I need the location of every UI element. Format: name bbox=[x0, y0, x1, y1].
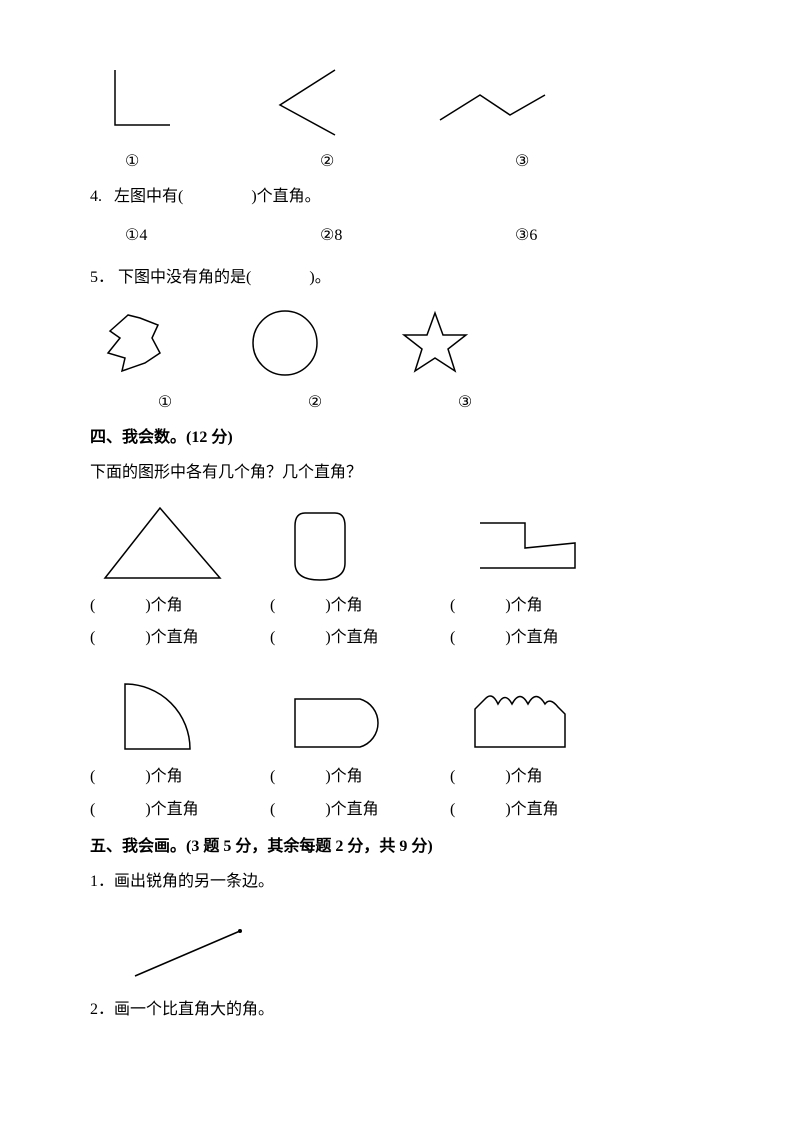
q5-shape1 bbox=[90, 303, 240, 383]
q4-text-b: )个直角。 bbox=[251, 188, 320, 205]
q5-labels: ① ② ③ bbox=[90, 389, 704, 418]
quarter-circle-icon bbox=[90, 669, 220, 759]
q4-num: 4. bbox=[90, 188, 102, 205]
step-shape-icon bbox=[450, 498, 590, 588]
q3-figures-row bbox=[90, 60, 704, 140]
s4-shape-halfstadium bbox=[270, 669, 450, 759]
q3-fig2 bbox=[260, 60, 430, 140]
s4-row1-right-angles: ()个直角 ()个直角 ()个直角 bbox=[90, 624, 704, 653]
q3-opt3: ③ bbox=[490, 148, 685, 177]
q5-shape2 bbox=[240, 303, 390, 383]
s4-r2c1-angle: ()个角 bbox=[90, 763, 270, 792]
q5-opt2: ② bbox=[240, 389, 390, 418]
s4-r1c3-right: ()个直角 bbox=[450, 624, 630, 653]
q3-opt1: ① bbox=[90, 148, 295, 177]
section5-q2: 2．画一个比直角大的角。 bbox=[90, 996, 704, 1025]
q5-text-a: 下图中没有角的是( bbox=[118, 269, 251, 286]
triangle-icon bbox=[90, 498, 230, 588]
q5-shape3 bbox=[390, 303, 540, 383]
s4-r2c3-angle: ()个角 bbox=[450, 763, 630, 792]
circle-icon bbox=[240, 303, 330, 383]
s4-shape-triangle bbox=[90, 498, 270, 588]
s4-row1-shapes bbox=[90, 498, 704, 588]
q3-fig3 bbox=[430, 60, 600, 140]
q4-options: ①4 ②8 ③6 bbox=[90, 222, 704, 251]
s4-shape-step bbox=[450, 498, 630, 588]
s4-shape-quarter bbox=[90, 669, 270, 759]
s4-r1c1-right: ()个直角 bbox=[90, 624, 270, 653]
s4-r2c2-right: ()个直角 bbox=[270, 796, 450, 825]
irregular-polygon-icon bbox=[90, 303, 180, 383]
s5-q1-figure bbox=[120, 916, 704, 986]
q4-text-a: 左图中有( bbox=[114, 188, 183, 205]
s4-r1c2-right: ()个直角 bbox=[270, 624, 450, 653]
q5-text-b: )。 bbox=[309, 269, 330, 286]
s4-r2c3-right: ()个直角 bbox=[450, 796, 630, 825]
q5-text: 5． 下图中没有角的是( )。 bbox=[90, 264, 704, 293]
wavy-top-icon bbox=[450, 669, 590, 759]
q5-opt1: ① bbox=[90, 389, 240, 418]
s4-r2c2-angle: ()个角 bbox=[270, 763, 450, 792]
q3-opt2: ② bbox=[295, 148, 490, 177]
star-icon bbox=[390, 303, 480, 383]
q5-num: 5． bbox=[90, 269, 114, 286]
q5-opt3: ③ bbox=[390, 389, 540, 418]
half-stadium-icon bbox=[270, 669, 410, 759]
section4-instruction: 下面的图形中各有几个角？几个直角？ bbox=[90, 459, 704, 488]
acute-angle-icon bbox=[260, 60, 360, 140]
s4-r2c1-right: ()个直角 bbox=[90, 796, 270, 825]
rounded-rect-icon bbox=[270, 498, 380, 588]
s4-r1c3-angle: ()个角 bbox=[450, 592, 630, 621]
s4-r1c1-angle: ()个角 bbox=[90, 592, 270, 621]
s4-r1c2-angle: ()个角 bbox=[270, 592, 450, 621]
s4-row1-angles: ()个角 ()个角 ()个角 bbox=[90, 592, 704, 621]
s4-row2-angles: ()个角 ()个角 ()个角 bbox=[90, 763, 704, 792]
q3-fig1 bbox=[90, 60, 260, 140]
section5-q1: 1．画出锐角的另一条边。 bbox=[90, 868, 704, 897]
s4-shape-wavy bbox=[450, 669, 630, 759]
zigzag-icon bbox=[430, 60, 550, 140]
s4-shape-stadium bbox=[270, 498, 450, 588]
section4-title: 四、我会数。(12 分) bbox=[90, 424, 704, 453]
q4-text: 4. 左图中有( )个直角。 bbox=[90, 183, 704, 212]
section5-title: 五、我会画。(3 题 5 分，其余每题 2 分，共 9 分) bbox=[90, 833, 704, 862]
s4-row2-shapes bbox=[90, 669, 704, 759]
q5-shapes bbox=[90, 303, 704, 383]
right-angle-icon bbox=[90, 60, 180, 140]
q4-opt3: ③6 bbox=[490, 222, 685, 251]
q4-opt2: ②8 bbox=[295, 222, 490, 251]
q4-opt1: ①4 bbox=[90, 222, 295, 251]
s4-row2-right-angles: ()个直角 ()个直角 ()个直角 bbox=[90, 796, 704, 825]
ray-icon bbox=[120, 916, 260, 986]
q3-labels: ① ② ③ bbox=[90, 148, 704, 177]
